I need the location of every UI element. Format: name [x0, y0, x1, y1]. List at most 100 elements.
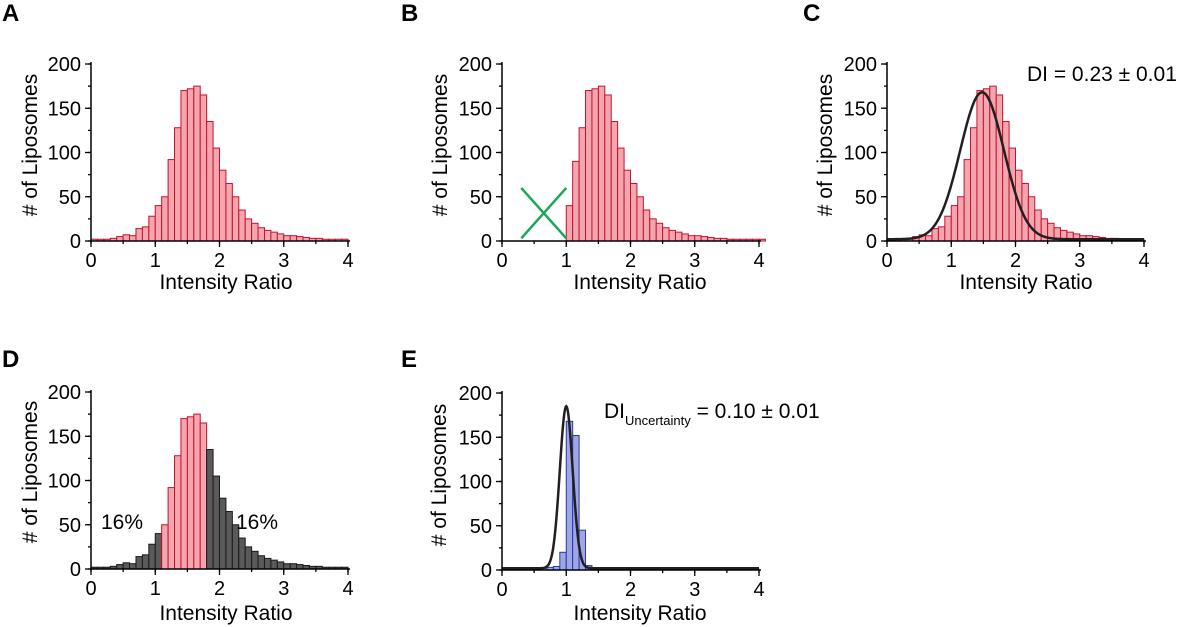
histogram-bar-a — [154, 205, 163, 242]
histogram-bar-b — [630, 182, 638, 242]
histogram-bar-d — [225, 510, 233, 570]
panel-letter-d: D — [2, 346, 19, 373]
histogram-bar-c — [995, 94, 1004, 242]
y-tick-label-a: 200 — [48, 54, 81, 76]
y-tick-label-b: 50 — [470, 187, 492, 209]
histogram-bar-b — [662, 227, 670, 242]
x-tick-label-d: 0 — [85, 578, 96, 600]
histogram-bar-d — [141, 554, 150, 570]
x-axis-label-e: Intensity Ratio — [573, 602, 706, 625]
histogram-bar-d — [180, 418, 188, 570]
histogram-bar-a — [289, 235, 298, 242]
histogram-bar-b — [694, 235, 702, 242]
x-tick-label-b: 2 — [625, 250, 636, 272]
histogram-bar-b — [578, 127, 587, 242]
excluded-region-marker — [520, 187, 568, 240]
histogram-bar-d — [167, 487, 176, 570]
y-tick-label-b: 150 — [459, 98, 492, 120]
histogram-bar-a — [161, 196, 169, 242]
x-tick-label-b: 3 — [689, 250, 700, 272]
axes-a: 0 1 2 3 4 0 50 100 150 200 — [48, 54, 354, 272]
histogram-bar-d — [148, 543, 156, 570]
histogram-bar-d — [135, 556, 143, 570]
histogram-bar-b — [758, 238, 766, 242]
y-tick-label-a: 150 — [48, 98, 81, 120]
histogram-bar-a — [122, 234, 131, 242]
histogram-bar-a — [263, 229, 272, 242]
x-tick-label-c: 2 — [1010, 250, 1021, 272]
histogram-bar-a — [283, 235, 291, 242]
histogram-bar-c — [1027, 196, 1036, 242]
histogram-bar-b — [642, 209, 651, 242]
left-tail-percent: 16% — [101, 511, 143, 534]
histogram-bar-a — [219, 169, 227, 242]
x-tick-label-a: 3 — [278, 250, 289, 272]
panel-letter-a: A — [2, 0, 19, 27]
y-axis-label-e: # of Liposomes — [428, 404, 451, 546]
histogram-bars-c — [886, 85, 1145, 242]
y-axis-label-a: # of Liposomes — [19, 74, 42, 216]
histogram-bar-a — [129, 235, 137, 242]
histogram-bar-b — [565, 205, 574, 242]
x-tick-label-d: 2 — [214, 578, 225, 600]
histogram-bar-b — [610, 121, 619, 242]
x-tick-label-a: 1 — [150, 250, 161, 272]
histogram-bar-b — [572, 160, 580, 242]
panel-e: E 0 1 2 3 4 0 50 100 150 200 DIUncertainty = 0.10… — [401, 346, 820, 625]
x-axis-label-a: Intensity Ratio — [159, 271, 292, 294]
histogram-bar-a — [180, 90, 188, 242]
histogram-bar-a — [276, 233, 285, 242]
y-tick-label-e: 100 — [459, 472, 492, 494]
x-tick-label-e: 4 — [753, 579, 764, 601]
fit-curve-e — [502, 404, 759, 570]
x-tick-label-a: 0 — [85, 250, 96, 272]
right-tail-percent: 16% — [236, 511, 278, 534]
histogram-bar-d — [186, 416, 195, 570]
histogram-bar-b — [668, 229, 676, 242]
axes-e: 0 1 2 3 4 0 50 100 150 200 — [459, 383, 765, 601]
y-axis-label-d: # of Liposomes — [19, 401, 42, 543]
histogram-bar-a — [212, 147, 220, 242]
histogram-bar-b — [591, 88, 599, 242]
histogram-bar-d — [154, 533, 163, 570]
histogram-bar-d — [238, 537, 246, 570]
x-tick-label-d: 4 — [342, 578, 353, 600]
histogram-bar-c — [957, 196, 965, 242]
histogram-bar-a — [199, 94, 208, 242]
histogram-bar-d — [257, 555, 265, 570]
histogram-bar-a — [167, 159, 176, 242]
di-annotation: DI = 0.23 ± 0.01 — [1027, 63, 1177, 86]
x-tick-label-c: 4 — [1138, 250, 1149, 272]
histogram-bar-a — [270, 231, 278, 242]
histogram-bar-c — [925, 235, 933, 242]
gaussian-fit-c — [887, 91, 1144, 241]
histogram-bar-b — [681, 233, 689, 242]
y-tick-label-e: 50 — [470, 516, 492, 538]
y-tick-label-b: 100 — [459, 143, 492, 165]
y-tick-label-e: 200 — [459, 383, 492, 405]
histogram-bar-c — [976, 90, 984, 242]
histogram-bar-d — [244, 546, 253, 570]
histogram-bar-b — [655, 222, 664, 242]
histogram-bar-b — [674, 231, 683, 242]
x-tick-label-e: 3 — [689, 579, 700, 601]
x-tick-label-e: 0 — [496, 579, 507, 601]
x-tick-label-c: 3 — [1074, 250, 1085, 272]
x-tick-label-c: 1 — [946, 250, 957, 272]
histogram-bar-c — [970, 127, 978, 242]
histogram-bar-d — [199, 422, 208, 570]
y-axis-label-b: # of Liposomes — [429, 74, 452, 216]
y-tick-label-d: 150 — [48, 426, 81, 448]
histogram-bar-d — [283, 563, 291, 570]
x-axis-label-b: Intensity Ratio — [573, 271, 706, 294]
panel-b: B 0 1 2 3 4 0 50 100 150 200 Intensity Ratio # of… — [401, 0, 766, 294]
x-tick-label-d: 1 — [150, 578, 161, 600]
gaussian-fit-e — [502, 404, 759, 570]
y-tick-label-c: 50 — [855, 187, 877, 209]
x-tick-label-a: 2 — [214, 250, 225, 272]
histogram-bar-b — [687, 235, 696, 242]
x-axis-label-c: Intensity Ratio — [959, 271, 1092, 294]
histogram-bar-e — [559, 551, 567, 571]
histogram-bar-a — [238, 209, 246, 242]
y-tick-label-a: 0 — [70, 231, 81, 253]
